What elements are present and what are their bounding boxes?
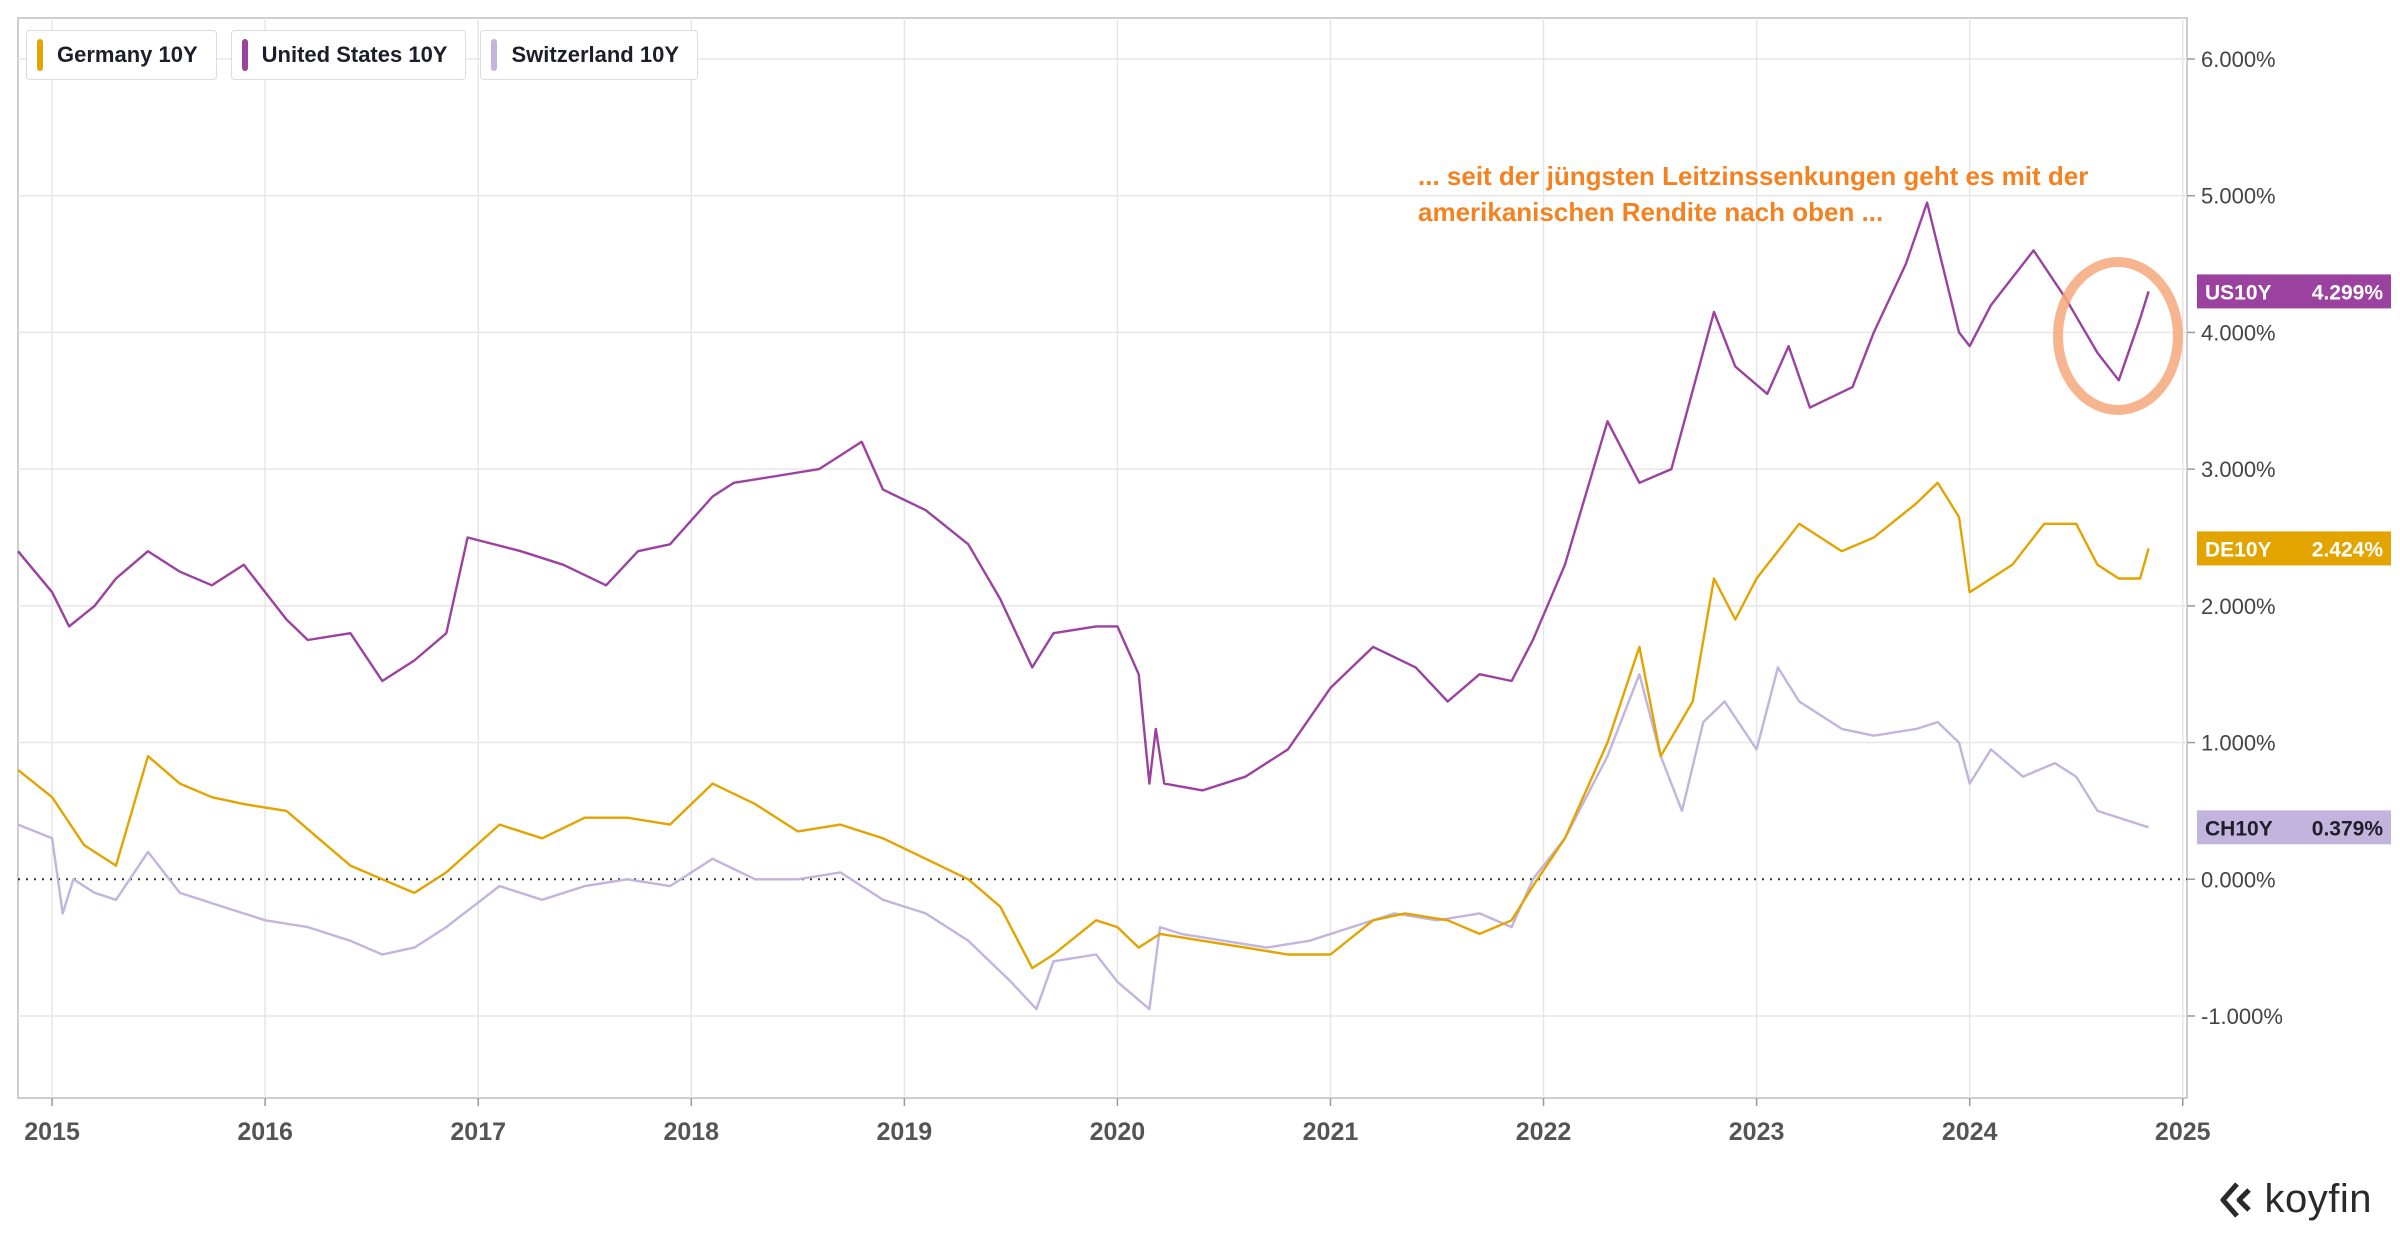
series-line-ch10y bbox=[17, 666, 2149, 1011]
legend-item-united-states[interactable]: United States 10Y bbox=[230, 30, 467, 80]
y-tick-label: 0.000% bbox=[2201, 867, 2276, 892]
chart-annotation: ... seit der jüngsten Leitzinssenkungen … bbox=[1418, 158, 2178, 230]
y-tick-label: 6.000% bbox=[2201, 47, 2276, 72]
x-tick-label: 2022 bbox=[1516, 1118, 1572, 1146]
x-tick-label: 2016 bbox=[237, 1118, 293, 1146]
x-tick-label: 2017 bbox=[450, 1118, 506, 1146]
last-value-badge bbox=[2197, 274, 2391, 309]
series-short-name: US10Y bbox=[2205, 281, 2272, 304]
series-short-name: DE10Y bbox=[2205, 538, 2272, 561]
last-value-badge bbox=[2197, 810, 2391, 845]
y-axis: -1.000% 0.000% 1.000% 2.000% 3.000% 4.000% 5.0… bbox=[2187, 47, 2283, 1029]
koyfin-logo-icon bbox=[2220, 1181, 2251, 1218]
x-tick-label: 2025 bbox=[2155, 1118, 2211, 1146]
series-line-de10y bbox=[17, 481, 2150, 970]
last-value-label-ch10y: CH10Y 0.379% bbox=[2197, 810, 2391, 845]
legend-swatch-germany bbox=[37, 39, 43, 71]
legend-label-switzerland: Switzerland 10Y bbox=[511, 42, 679, 67]
y-tick-label: 3.000% bbox=[2201, 457, 2276, 482]
grid-layer bbox=[18, 18, 2187, 1098]
legend-swatch-united-states bbox=[241, 39, 248, 71]
legend-swatch-switzerland bbox=[491, 39, 498, 71]
highlight-circle bbox=[2053, 257, 2183, 415]
legend: Germany 10Y United States 10Y Switzerlan… bbox=[26, 30, 698, 80]
x-tick-label: 2020 bbox=[1090, 1118, 1146, 1146]
series-last-value: 0.379% bbox=[2312, 817, 2384, 840]
series-last-value: 2.424% bbox=[2312, 538, 2384, 561]
koyfin-logo-text: koyfin bbox=[2264, 1177, 2372, 1221]
series-short-name: CH10Y bbox=[2205, 817, 2273, 840]
legend-item-switzerland[interactable]: Switzerland 10Y bbox=[480, 30, 698, 80]
last-value-label-us10y: US10Y 4.299% bbox=[2197, 274, 2391, 309]
last-value-labels: US10Y 4.299% DE10Y 2.424% CH10Y 0.379% bbox=[2197, 274, 2391, 845]
x-axis: 2015 2016 2017 2018 2019 2020 2021 2022 2023 2024… bbox=[24, 1098, 2211, 1146]
y-tick-label: 5.000% bbox=[2201, 184, 2276, 209]
x-tick-label: 2015 bbox=[24, 1118, 80, 1146]
series-line-us10y bbox=[17, 201, 2150, 792]
y-tick-label: 4.000% bbox=[2201, 320, 2276, 345]
plot-border bbox=[17, 17, 2188, 1099]
legend-item-germany[interactable]: Germany 10Y bbox=[26, 30, 217, 80]
x-tick-label: 2023 bbox=[1729, 1118, 1785, 1146]
annotation-line-1: ... seit der jüngsten Leitzinssenkungen … bbox=[1418, 161, 2089, 191]
last-value-badge bbox=[2197, 531, 2391, 566]
series-last-value: 4.299% bbox=[2312, 281, 2384, 304]
x-tick-label: 2019 bbox=[877, 1118, 933, 1146]
annotation-line-2: amerikanischen Rendite nach oben ... bbox=[1418, 197, 1884, 227]
x-tick-label: 2021 bbox=[1303, 1118, 1359, 1146]
y-tick-label: 1.000% bbox=[2201, 731, 2276, 756]
y-tick-label: 2.000% bbox=[2201, 594, 2276, 619]
legend-label-united-states: United States 10Y bbox=[261, 42, 448, 67]
x-tick-label: 2024 bbox=[1942, 1118, 1998, 1146]
last-value-label-de10y: DE10Y 2.424% bbox=[2197, 531, 2391, 566]
y-tick-label: -1.000% bbox=[2201, 1004, 2283, 1029]
series-layer bbox=[17, 201, 2150, 1011]
x-tick-label: 2018 bbox=[663, 1118, 719, 1146]
koyfin-logo: koyfin bbox=[2219, 1177, 2373, 1222]
legend-label-germany: Germany 10Y bbox=[57, 42, 198, 67]
